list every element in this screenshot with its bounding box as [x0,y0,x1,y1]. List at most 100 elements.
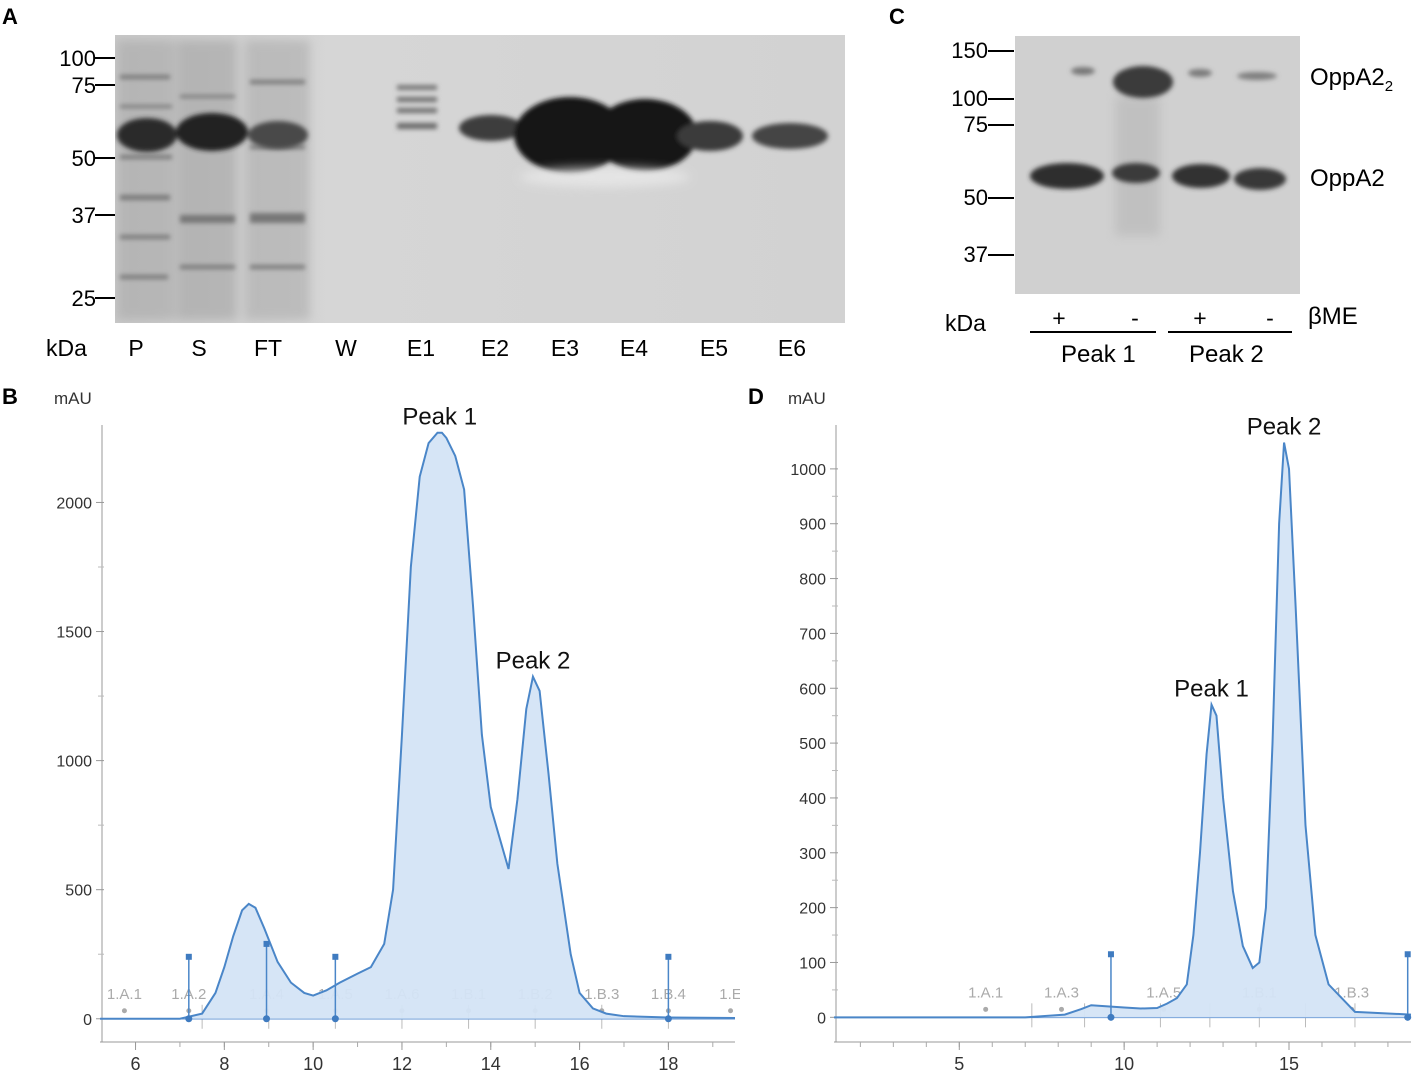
lane-label: W [335,335,357,361]
panel-label-c: C [889,4,905,29]
event-marker-base [664,1015,672,1023]
x-tick-label: 10 [303,1054,323,1074]
gel-a-mw-25: 25 [71,286,96,311]
fraction-label: 1.A.1 [107,986,142,1003]
y-tick-label: 200 [799,901,826,918]
gel-c-mw-37: 37 [963,242,988,267]
gel-c-mw-100: 100 [951,86,988,111]
lane-label: E1 [406,335,436,361]
panel-label-d: D [748,384,764,409]
series-area [834,442,1411,1018]
event-marker-head [185,953,192,960]
band-label-dimer-subscript: 2 [1384,77,1394,95]
y-tick-label: 900 [799,517,826,534]
event-marker-base [1107,1013,1115,1021]
lane-label: E5 [699,335,729,361]
x-tick-label: 15 [1279,1054,1299,1074]
gel-c-mw-75: 75 [963,112,988,137]
event-marker-head [332,953,339,960]
y-tick-label: 1000 [56,754,92,771]
bme-sign: + [1193,305,1207,331]
lane-label: S [191,335,207,361]
gel-c-image [1015,36,1300,294]
x-tick-label: 10 [1114,1054,1134,1074]
band-label-monomer: OppA2 [1310,165,1385,192]
fraction-dot [983,1006,989,1012]
group-label-peak1: Peak 1 [1061,341,1136,368]
event-marker-base [331,1015,339,1023]
series-area [100,432,735,1019]
gel-c-mw-ticks [988,50,1014,256]
lane-label: E3 [550,335,580,361]
lane-label: E2 [480,335,510,361]
gel-c-mw-150: 150 [951,38,988,63]
x-tick-label: 5 [954,1054,964,1074]
gel-a-mw-50: 50 [71,146,96,171]
fraction-dot [121,1008,127,1014]
gel-a-unit: kDa [46,335,87,361]
y-tick-label: 500 [65,883,92,900]
x-tick-label: 16 [570,1054,590,1074]
reagent-label: βME [1308,303,1358,330]
x-tick-label: 8 [219,1054,229,1074]
series-line [834,442,1412,1019]
y-axis-label: mAU [54,389,92,408]
gel-a-mw-ticks [95,57,115,299]
lane-label: E6 [777,335,807,361]
fraction-dot [1059,1006,1065,1012]
gel-a [115,35,845,323]
peak-annotation: Peak 2 [496,648,571,675]
event-marker-head [1404,951,1411,958]
lane-label: FT [253,335,283,361]
gel-a-mw-75: 75 [71,73,96,98]
gel-c-mw-50: 50 [963,185,988,210]
event-marker-head [665,953,672,960]
y-tick-label: 600 [799,681,826,698]
y-tick-label: 100 [799,955,826,972]
event-marker-base [1404,1013,1412,1021]
bme-sign: + [1052,305,1066,331]
x-tick-label: 12 [392,1054,412,1074]
y-tick-label: 800 [799,572,826,589]
peak-annotation: Peak 1 [402,404,477,431]
series-line [100,431,736,1020]
event-marker-base [185,1015,193,1023]
y-tick-label: 0 [817,1010,826,1027]
y-tick-label: 300 [799,846,826,863]
y-tick-label: 1500 [56,625,92,642]
peak-annotation: Peak 1 [1174,676,1249,703]
y-tick-label: 0 [83,1012,92,1029]
band-label-dimer-text: OppA2 [1310,64,1385,91]
gel-c-unit: kDa [945,310,986,336]
band-label-dimer: OppA22 [1310,64,1393,95]
fraction-label: 1.A.5 [1146,984,1181,1001]
y-tick-label: 500 [799,736,826,753]
bme-sign: - [1131,305,1139,331]
fraction-label: 1.B.3 [1334,984,1369,1001]
event-marker-base [263,1015,271,1023]
group-underlines [1030,331,1292,333]
y-tick-label: 2000 [56,495,92,512]
gel-a-image [115,35,845,323]
chromatogram-d: 0 100 200 300 400 500 600 700 800 900 1000 mAU 5 10 15… [788,389,1412,1074]
fraction-dot [728,1008,734,1014]
fraction-label: 1.A.3 [1044,984,1079,1001]
gel-c [1015,36,1300,294]
fraction-label: 1.A.1 [968,984,1003,1001]
x-tick-label: 18 [658,1054,678,1074]
lane-label: P [128,335,144,361]
y-tick-label: 1000 [790,462,826,479]
y-tick-label: 700 [799,626,826,643]
bme-sign: - [1266,305,1274,331]
gel-a-mw-100: 100 [59,46,96,71]
event-marker-head [1107,951,1114,958]
group-label-peak2: Peak 2 [1189,341,1264,368]
y-tick-label: 400 [799,791,826,808]
event-marker-head [263,940,270,947]
y-axis-label: mAU [788,389,826,408]
peak-annotation: Peak 2 [1247,414,1322,441]
lane-label: E4 [619,335,649,361]
panel-label-a: A [2,4,18,29]
panel-label-b: B [2,384,18,409]
